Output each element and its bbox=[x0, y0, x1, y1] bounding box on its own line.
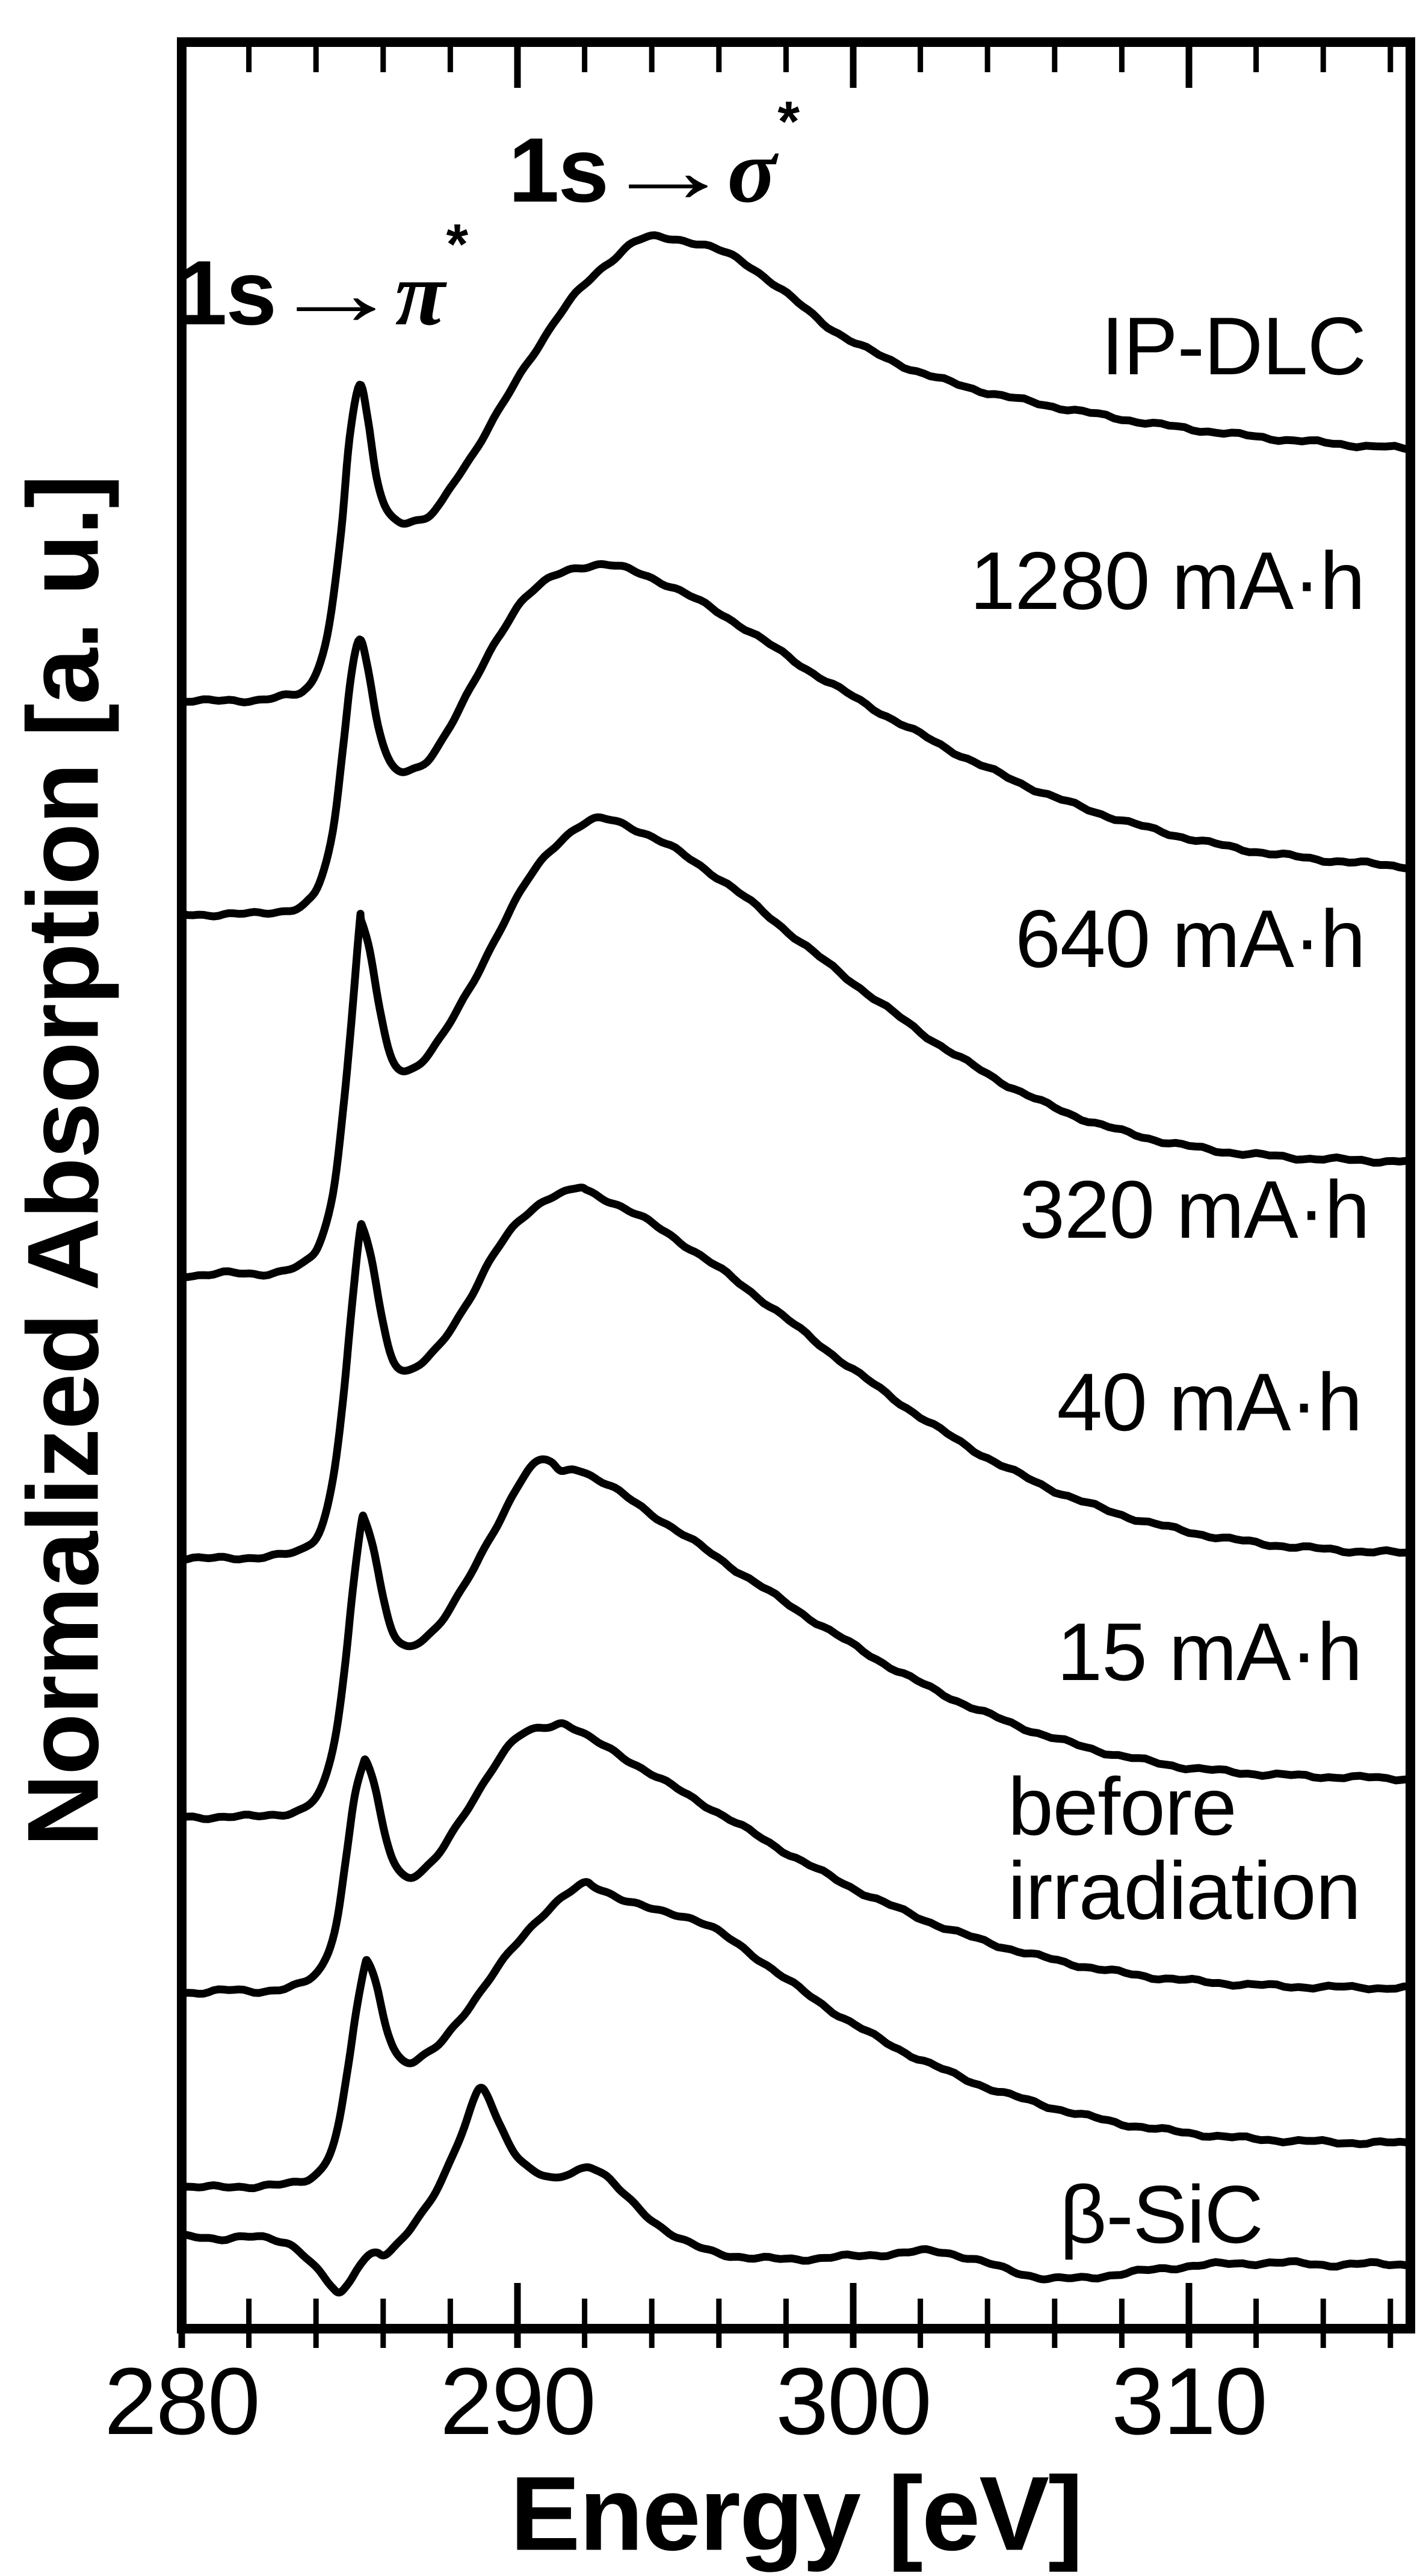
annotation-base: 1s bbox=[176, 242, 277, 344]
x-tick-label-290: 290 bbox=[440, 2349, 596, 2454]
curve-640-mah bbox=[182, 813, 1410, 1281]
annotation-sigma-transition: 1s→σ* bbox=[508, 90, 800, 223]
curve-320-mah bbox=[182, 1184, 1410, 1564]
x-tick-label-300: 300 bbox=[776, 2349, 932, 2454]
spectra-curves bbox=[182, 231, 1410, 2297]
curve-label-irradiation: irradiation bbox=[1008, 1845, 1361, 1936]
curve-label-640-mah: 640 mA·h bbox=[1015, 893, 1366, 984]
sigma-symbol: σ bbox=[727, 120, 777, 221]
curve-label-320-mah: 320 mA·h bbox=[1019, 1164, 1370, 1255]
annotation-pi-transition: 1s→π* bbox=[176, 212, 468, 346]
y-axis-title: Normalized Absorption [a. u.] bbox=[6, 475, 120, 1847]
curve-label-beta-sic: β-SiC bbox=[1060, 2169, 1264, 2260]
curve-ip-dlc bbox=[182, 231, 1410, 706]
curve-before-irradiation bbox=[182, 1878, 1410, 2193]
curve-label-15-mah: 15 mA·h bbox=[1057, 1606, 1363, 1697]
curve-label-1280-mah: 1280 mA·h bbox=[969, 535, 1365, 626]
curve-beta-sic bbox=[182, 2084, 1410, 2297]
right-arrow-icon: → bbox=[270, 242, 403, 344]
annotation-base: 1s bbox=[508, 119, 609, 221]
curve-1280-mah bbox=[182, 560, 1410, 921]
plot-frame bbox=[177, 37, 1415, 2334]
x-tick-label-280: 280 bbox=[104, 2349, 261, 2454]
x-tick-label-310: 310 bbox=[1111, 2349, 1268, 2454]
curve-15-mah bbox=[182, 1719, 1410, 1998]
curve-label-ip-dlc: IP-DLC bbox=[1101, 300, 1366, 392]
right-arrow-icon: → bbox=[602, 119, 735, 221]
pi-star: * bbox=[446, 212, 468, 276]
curve-40-mah bbox=[182, 1455, 1410, 1823]
sigma-star: * bbox=[777, 90, 800, 153]
curve-label-before: before bbox=[1008, 1761, 1237, 1852]
x-axis-title: Energy [eV] bbox=[510, 2455, 1083, 2573]
curve-label-40-mah: 40 mA·h bbox=[1057, 1356, 1363, 1448]
axis-ticks bbox=[178, 47, 1394, 2348]
pi-symbol: π bbox=[395, 243, 445, 344]
